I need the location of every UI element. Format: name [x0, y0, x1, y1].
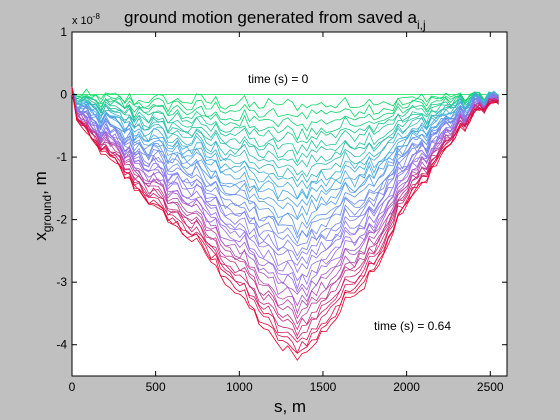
- series-line: [71, 91, 499, 120]
- series-line: [71, 87, 499, 307]
- series-line: [71, 88, 499, 298]
- series-line: [71, 91, 499, 164]
- curves-group: [71, 86, 499, 361]
- series-line: [71, 91, 499, 354]
- x-tick-label: 2500: [477, 380, 504, 394]
- x-tick-label: 2000: [393, 380, 420, 394]
- series-line: [71, 93, 499, 282]
- annotation-time-end: time (s) = 0.64: [374, 319, 451, 333]
- x-tick-label: 500: [146, 380, 166, 394]
- series-line: [71, 91, 499, 220]
- series-line: [71, 90, 499, 144]
- series-line: [71, 89, 499, 290]
- y-tick-label: 0: [60, 88, 67, 102]
- y-tick-label: -4: [56, 338, 67, 352]
- y-axis-label: xground, m: [31, 171, 54, 240]
- x-tick-label: 0: [69, 380, 76, 394]
- y-tick-label: -1: [56, 150, 67, 164]
- series-line: [71, 90, 499, 184]
- series-line: [71, 86, 499, 239]
- chart-title: ground motion generated from saved ai,j: [124, 8, 426, 32]
- x-tick-label: 1500: [310, 380, 337, 394]
- series-line: [71, 88, 499, 112]
- series-line: [71, 88, 499, 247]
- title-subscript: i,j: [417, 18, 426, 32]
- y-tick-label: -2: [56, 213, 67, 227]
- series-line: [71, 90, 499, 331]
- series-line: [71, 86, 499, 361]
- y-tick-label: -3: [56, 275, 67, 289]
- y-tick-label: 1: [60, 25, 67, 39]
- x-axis-label: s, m: [274, 397, 306, 416]
- annotation-time-start: time (s) = 0: [248, 72, 309, 86]
- series-line: [71, 89, 499, 168]
- series-line: [71, 91, 499, 208]
- y-exponent: x 10-8: [72, 12, 100, 27]
- series-line: [71, 87, 499, 354]
- x-tick-label: 1000: [226, 380, 253, 394]
- series-line: [71, 90, 499, 156]
- series-line: [71, 88, 499, 337]
- series-line: [71, 91, 499, 200]
- series-line: [71, 91, 499, 200]
- series-line: [71, 91, 499, 132]
- axes-group: 0 500 1000 1500 2000 2500 -4 -3 -2 -1 0 1: [56, 25, 507, 394]
